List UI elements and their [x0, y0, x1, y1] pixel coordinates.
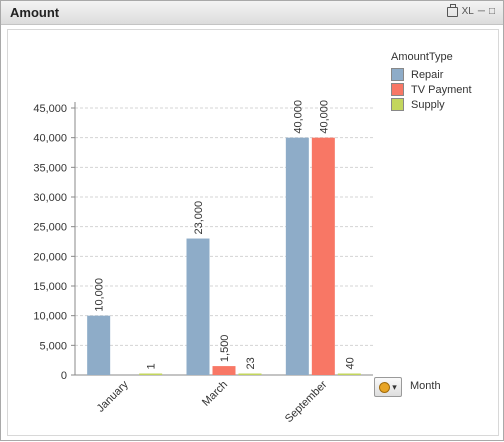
data-label: 23,000 [193, 201, 205, 235]
window-titlebar[interactable]: Amount XL ─ □ [1, 1, 503, 25]
y-tick-label: 40,000 [33, 133, 67, 145]
restore-icon[interactable]: □ [488, 6, 495, 17]
legend-label: Supply [411, 98, 445, 111]
bar-repair-september [285, 137, 309, 375]
bar-repair-january [87, 315, 111, 375]
data-label: 1,500 [219, 335, 231, 363]
data-label: 40,000 [318, 100, 330, 134]
y-tick-label: 0 [61, 370, 67, 382]
bar-tv-payment-march [212, 366, 236, 375]
y-tick-label: 45,000 [33, 103, 67, 115]
cycle-icon [379, 381, 391, 393]
data-label: 1 [146, 363, 158, 369]
y-tick-label: 20,000 [33, 251, 67, 263]
legend-title: AmountType [391, 51, 453, 63]
data-label: 40,000 [292, 100, 304, 134]
chart-area [7, 29, 499, 436]
dropdown-arrow-icon: ▾ [392, 381, 397, 392]
bar-supply-september [337, 373, 361, 375]
y-tick-label: 10,000 [33, 311, 67, 323]
bar-tv-payment-september [311, 137, 335, 375]
data-label: 40 [344, 357, 356, 369]
window-title: Amount [10, 5, 60, 20]
minimize-icon[interactable]: ─ [477, 6, 485, 17]
bar-supply-january [139, 373, 163, 375]
data-label: 10,000 [94, 278, 106, 312]
legend-swatch [391, 83, 404, 96]
legend-swatch [391, 68, 404, 81]
chart-legend: AmountType Repair TV Payment Supply [391, 51, 472, 112]
y-tick-label: 25,000 [33, 222, 67, 234]
x-tick-label: March [200, 379, 230, 409]
bar-supply-march [238, 373, 262, 375]
dimension-label: Month [410, 380, 441, 392]
x-tick-label: September [283, 378, 330, 425]
y-tick-label: 5,000 [39, 340, 67, 352]
y-tick-label: 15,000 [33, 281, 67, 293]
legend-item-supply[interactable]: Supply [391, 97, 472, 112]
y-tick-label: 30,000 [33, 192, 67, 204]
legend-swatch [391, 98, 404, 111]
y-tick-label: 35,000 [33, 162, 67, 174]
data-label: 23 [245, 357, 257, 369]
legend-item-tv-payment[interactable]: TV Payment [391, 82, 472, 97]
legend-label: Repair [411, 68, 444, 81]
legend-item-repair[interactable]: Repair [391, 67, 472, 82]
cycle-dimension-button[interactable]: ▾ [374, 377, 402, 397]
print-icon[interactable] [446, 3, 458, 17]
x-tick-label: January [95, 378, 132, 415]
bar-repair-march [186, 238, 210, 375]
xl-export-button[interactable]: XL [461, 6, 474, 17]
legend-label: TV Payment [411, 83, 472, 96]
